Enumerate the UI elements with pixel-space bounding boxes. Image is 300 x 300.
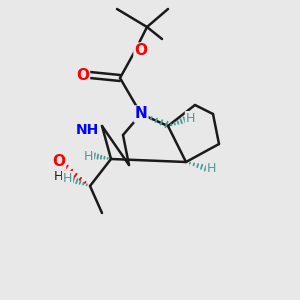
Text: O: O bbox=[134, 44, 148, 59]
Text: N: N bbox=[135, 106, 147, 122]
Text: NH: NH bbox=[75, 124, 99, 137]
Text: H: H bbox=[63, 172, 72, 185]
Text: H: H bbox=[54, 170, 63, 184]
Text: H: H bbox=[186, 112, 195, 125]
Text: H: H bbox=[84, 149, 93, 163]
Text: O: O bbox=[52, 154, 65, 169]
Text: O: O bbox=[76, 68, 89, 82]
Text: H: H bbox=[207, 161, 216, 175]
